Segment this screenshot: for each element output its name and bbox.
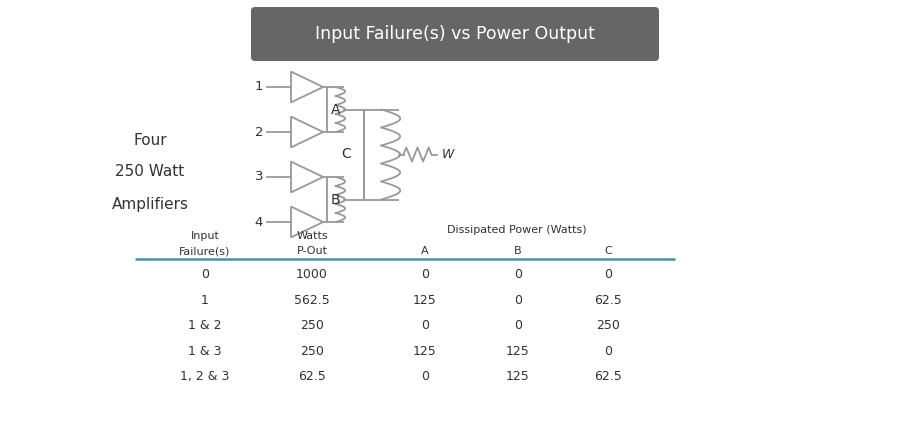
- Text: 1 & 2: 1 & 2: [188, 319, 221, 332]
- Text: 1, 2 & 3: 1, 2 & 3: [180, 370, 230, 383]
- Text: 250: 250: [300, 319, 324, 332]
- Text: C: C: [342, 148, 351, 161]
- Text: 0: 0: [421, 319, 429, 332]
- Text: 250: 250: [596, 319, 620, 332]
- Text: W: W: [442, 148, 454, 161]
- Text: P-Out: P-Out: [296, 246, 328, 256]
- Text: B: B: [331, 193, 340, 206]
- Text: Input Failure(s) vs Power Output: Input Failure(s) vs Power Output: [315, 25, 595, 43]
- Text: A: A: [331, 103, 340, 117]
- Text: 0: 0: [514, 268, 522, 281]
- Text: 4: 4: [255, 215, 263, 229]
- Text: A: A: [421, 246, 428, 256]
- Text: Watts: Watts: [296, 231, 328, 241]
- Text: 62.5: 62.5: [594, 294, 622, 307]
- Text: 0: 0: [514, 294, 522, 307]
- Text: 0: 0: [421, 370, 429, 383]
- Text: B: B: [514, 246, 522, 256]
- Text: C: C: [604, 246, 612, 256]
- Text: 125: 125: [506, 345, 530, 358]
- Text: 250 Watt: 250 Watt: [115, 164, 184, 179]
- Text: 62.5: 62.5: [594, 370, 622, 383]
- Text: 0: 0: [421, 268, 429, 281]
- Text: 1000: 1000: [296, 268, 328, 281]
- Text: 0: 0: [604, 268, 612, 281]
- Text: 0: 0: [514, 319, 522, 332]
- Text: 250: 250: [300, 345, 324, 358]
- Text: 1: 1: [201, 294, 209, 307]
- Text: Four: Four: [133, 133, 166, 148]
- Text: 562.5: 562.5: [294, 294, 330, 307]
- FancyBboxPatch shape: [251, 7, 659, 61]
- Text: Failure(s): Failure(s): [179, 246, 230, 256]
- Text: 125: 125: [413, 294, 436, 307]
- Text: 1: 1: [255, 81, 263, 94]
- Text: Input: Input: [191, 231, 220, 241]
- Text: 125: 125: [413, 345, 436, 358]
- Text: 1 & 3: 1 & 3: [188, 345, 221, 358]
- Text: 62.5: 62.5: [298, 370, 326, 383]
- Text: 3: 3: [255, 170, 263, 184]
- Text: Dissipated Power (Watts): Dissipated Power (Watts): [447, 225, 587, 235]
- Text: 0: 0: [201, 268, 209, 281]
- Text: 2: 2: [255, 126, 263, 139]
- Text: 125: 125: [506, 370, 530, 383]
- Text: 0: 0: [604, 345, 612, 358]
- Text: Amplifiers: Amplifiers: [112, 196, 188, 211]
